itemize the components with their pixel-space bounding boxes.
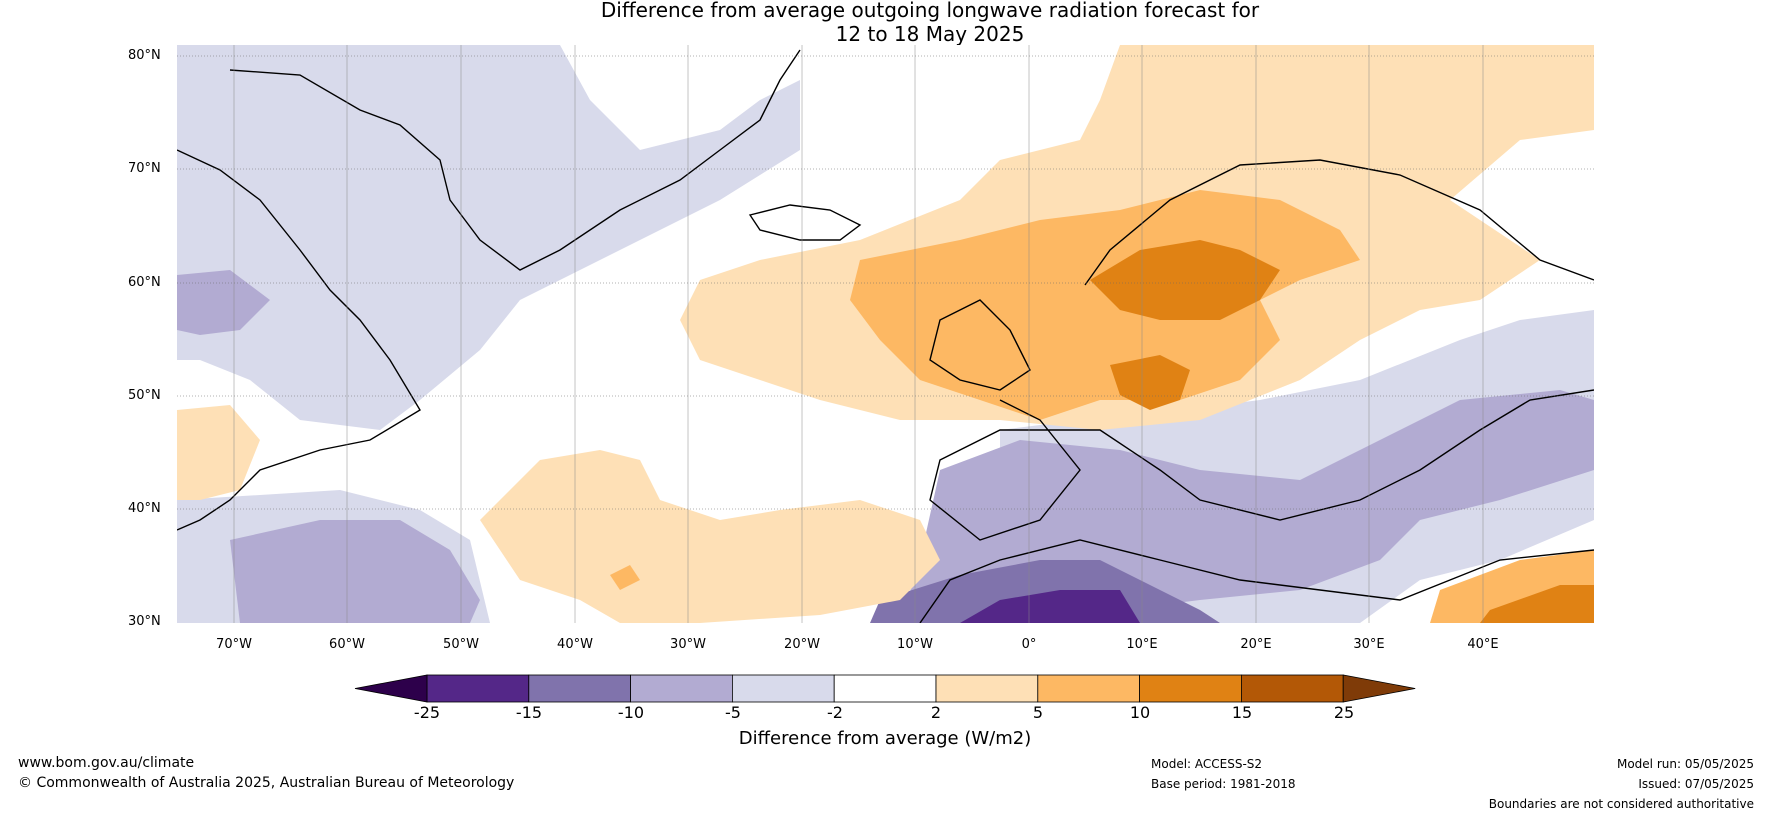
- anomaly-region-africa-midpurple: [870, 560, 1220, 623]
- colorbar-arrow-low: [354, 674, 428, 703]
- footer-copyright: © Commonwealth of Australia 2025, Austra…: [18, 775, 515, 791]
- colorbar-bin-5-to-10: [1037, 674, 1141, 703]
- footer-model-run: Model run: 05/05/2025: [1616, 757, 1754, 771]
- colorbar-bin--15-to--10: [528, 674, 631, 703]
- title-line-2: 12 to 18 May 2025: [835, 22, 1025, 46]
- colorbar-bin--5-to--2: [732, 674, 835, 703]
- lat-label-80n: 80°N: [128, 48, 161, 63]
- coastline-iceland: [748, 204, 862, 241]
- title-line-1: Difference from average outgoing longwav…: [600, 0, 1260, 22]
- graticule-meridians: [233, 45, 1484, 623]
- lat-label-40n: 40°N: [128, 501, 161, 516]
- colorbar-bin-2-to-5: [935, 674, 1039, 703]
- lat-label-50n: 50°N: [128, 388, 161, 403]
- lon-label-20e: 20°E: [1240, 637, 1272, 652]
- lon-label-10e: 10°E: [1126, 637, 1158, 652]
- anomaly-region-africa-darkpurple: [960, 590, 1140, 623]
- anomaly-region-lab-purple: [177, 270, 270, 335]
- colorbar-bin--2-to-2: [833, 674, 937, 703]
- cb-tick--25: -25: [413, 703, 441, 722]
- cb-tick-2: 2: [930, 703, 942, 722]
- colorbar-arrow-high: [1342, 674, 1416, 703]
- cb-tick--5: -5: [725, 703, 741, 722]
- cb-tick-15: 15: [1231, 703, 1253, 722]
- map-title: Difference from average outgoing longwav…: [0, 0, 1770, 46]
- lon-label-60w: 60°W: [329, 637, 365, 652]
- cb-tick--2: -2: [827, 703, 843, 722]
- anomaly-region-westcoast-lightorange: [177, 405, 260, 500]
- lon-label-20w: 20°W: [784, 637, 820, 652]
- coastline-britain: [929, 299, 1031, 391]
- colorbar-bin-10-to-15: [1139, 674, 1242, 703]
- coastline-europe: [929, 159, 1594, 541]
- lon-label-50w: 50°W: [443, 637, 479, 652]
- lat-label-30n: 30°N: [128, 614, 161, 629]
- cb-tick--15: -15: [515, 703, 543, 722]
- lon-label-10w: 10°W: [897, 637, 933, 652]
- cb-tick-5: 5: [1032, 703, 1044, 722]
- lon-label-30w: 30°W: [670, 637, 706, 652]
- cb-tick--10: -10: [617, 703, 645, 722]
- anomaly-region-atlantic-lightorange: [480, 450, 940, 623]
- lat-label-60n: 60°N: [128, 275, 161, 290]
- coastline-labrador: [177, 149, 421, 531]
- colorbar-bin--10-to--5: [630, 674, 733, 703]
- lon-label-30e: 30°E: [1353, 637, 1385, 652]
- lon-label-40w: 40°W: [557, 637, 593, 652]
- lat-label-70n: 70°N: [128, 161, 161, 176]
- lon-label-0: 0°: [1021, 637, 1037, 652]
- lon-label-70w: 70°W: [216, 637, 252, 652]
- colorbar-bin--25-to--15: [426, 674, 530, 703]
- anomaly-region-greenland-lightpurple: [177, 45, 800, 430]
- colorbar-bin-15-to-25: [1241, 674, 1344, 703]
- anomaly-region-europe-orange: [850, 190, 1360, 420]
- anomaly-region-atlantic-orange-spot: [610, 565, 640, 590]
- footer-model: Model: ACCESS-S2: [1151, 757, 1263, 771]
- footer-disclaimer: Boundaries are not considered authoritat…: [1488, 797, 1754, 811]
- lon-label-40e: 40°E: [1467, 637, 1499, 652]
- colorbar-label: Difference from average (W/m2): [738, 728, 1032, 749]
- anomaly-region-scandinavia-darkorange: [1090, 240, 1280, 320]
- footer-base-period: Base period: 1981-2018: [1151, 777, 1296, 791]
- footer-issued: Issued: 07/05/2025: [1638, 777, 1754, 791]
- graticule: [177, 55, 1594, 510]
- cb-tick-25: 25: [1333, 703, 1355, 722]
- anomaly-region-eastmed-darkorange: [1480, 585, 1594, 623]
- coastline-africa: [919, 539, 1594, 623]
- anomaly-region-westatlantic-purple: [230, 520, 480, 623]
- coastline-greenland: [229, 49, 801, 271]
- cb-tick-10: 10: [1129, 703, 1151, 722]
- footer-website: www.bom.gov.au/climate: [18, 755, 195, 771]
